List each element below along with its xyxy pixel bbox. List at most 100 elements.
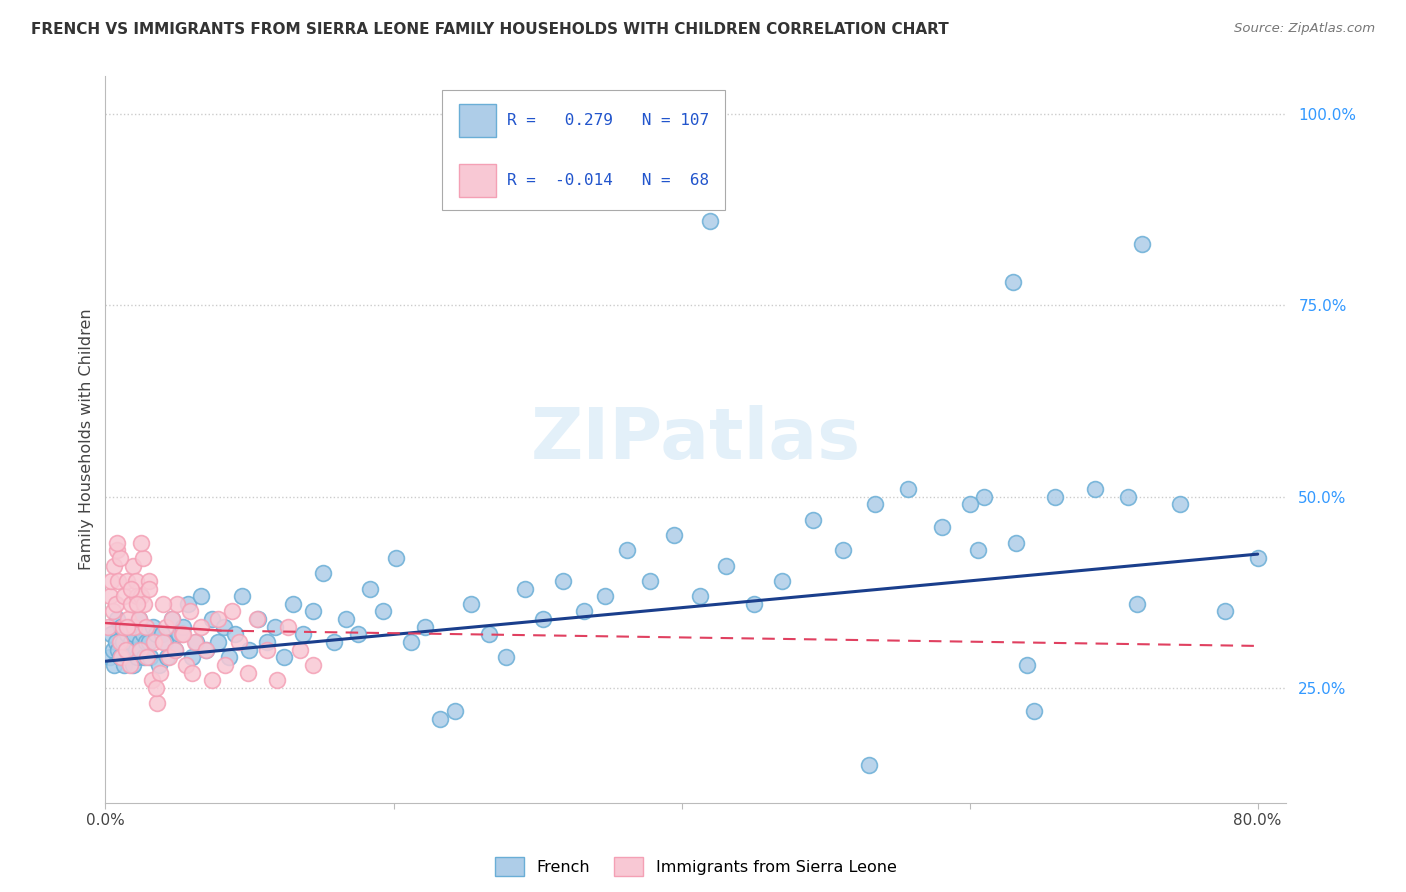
Point [312,566,335,581]
Point [111,620,134,634]
Point [179,605,201,619]
Point [157,650,180,665]
Point [831,543,853,558]
Point [863,497,886,511]
Point [1132,819,1154,833]
Point [291,627,314,641]
Point [114,642,136,657]
Point [98,650,121,665]
Point [346,627,368,641]
Point [166,597,188,611]
Point [101,605,124,619]
Point [121,658,143,673]
Point [256,642,278,657]
Point [212,620,235,634]
Point [153,635,176,649]
Point [593,589,616,603]
Point [689,589,711,603]
Point [145,681,167,695]
Point [139,650,162,665]
Point [105,535,128,549]
Point [236,665,259,680]
Point [959,497,981,511]
Point [931,520,953,534]
Point [214,658,236,673]
Point [201,612,224,626]
Point [118,620,141,634]
Point [141,673,163,688]
Point [138,582,160,596]
Point [108,550,131,565]
Point [256,635,278,649]
Point [190,589,212,603]
Point [117,650,139,665]
Point [180,665,202,680]
Point [1247,550,1270,565]
Point [638,574,661,588]
Point [247,612,270,626]
Point [228,635,250,649]
Point [513,582,536,596]
Point [138,635,160,649]
Point [195,642,218,657]
Point [1168,497,1191,511]
Point [335,612,357,626]
Point [118,658,141,673]
Point [373,605,395,619]
Point [128,612,150,626]
Point [1001,276,1024,290]
Point [495,650,517,665]
Point [163,642,186,657]
Point [444,704,467,718]
Point [129,635,152,649]
Point [1125,597,1147,611]
Point [152,597,174,611]
Point [156,650,179,665]
Point [1213,605,1236,619]
Point [110,620,132,634]
Point [273,650,295,665]
Point [266,673,288,688]
Point [143,635,166,649]
Point [460,597,482,611]
Text: ZIPatlas: ZIPatlas [531,405,860,474]
Point [858,757,880,772]
Point [150,627,173,641]
Point [399,635,422,649]
Point [531,612,554,626]
Point [180,650,202,665]
Point [135,620,157,634]
Point [97,620,120,634]
Point [148,658,170,673]
Point [1116,490,1139,504]
Point [176,597,198,611]
Point [112,589,135,603]
Point [207,635,229,649]
Point [429,712,451,726]
Point [127,597,149,611]
Point [897,482,920,496]
Point [323,635,346,649]
Point [1004,535,1026,549]
Y-axis label: Family Households with Children: Family Households with Children [79,309,94,570]
Point [616,543,638,558]
Point [138,574,160,588]
Point [98,589,121,603]
Point [172,627,194,641]
Point [107,642,129,657]
Legend: French, Immigrants from Sierra Leone: French, Immigrants from Sierra Leone [489,851,903,882]
Point [115,627,138,641]
Point [114,642,136,657]
Point [146,696,169,710]
Point [553,574,575,588]
Point [120,635,142,649]
Point [125,574,148,588]
Text: R =   0.279   N = 107: R = 0.279 N = 107 [508,113,710,128]
Point [973,490,995,504]
Point [100,574,122,588]
Point [207,612,229,626]
Point [160,612,183,626]
Point [103,558,125,573]
Point [186,635,208,649]
Point [155,620,177,634]
